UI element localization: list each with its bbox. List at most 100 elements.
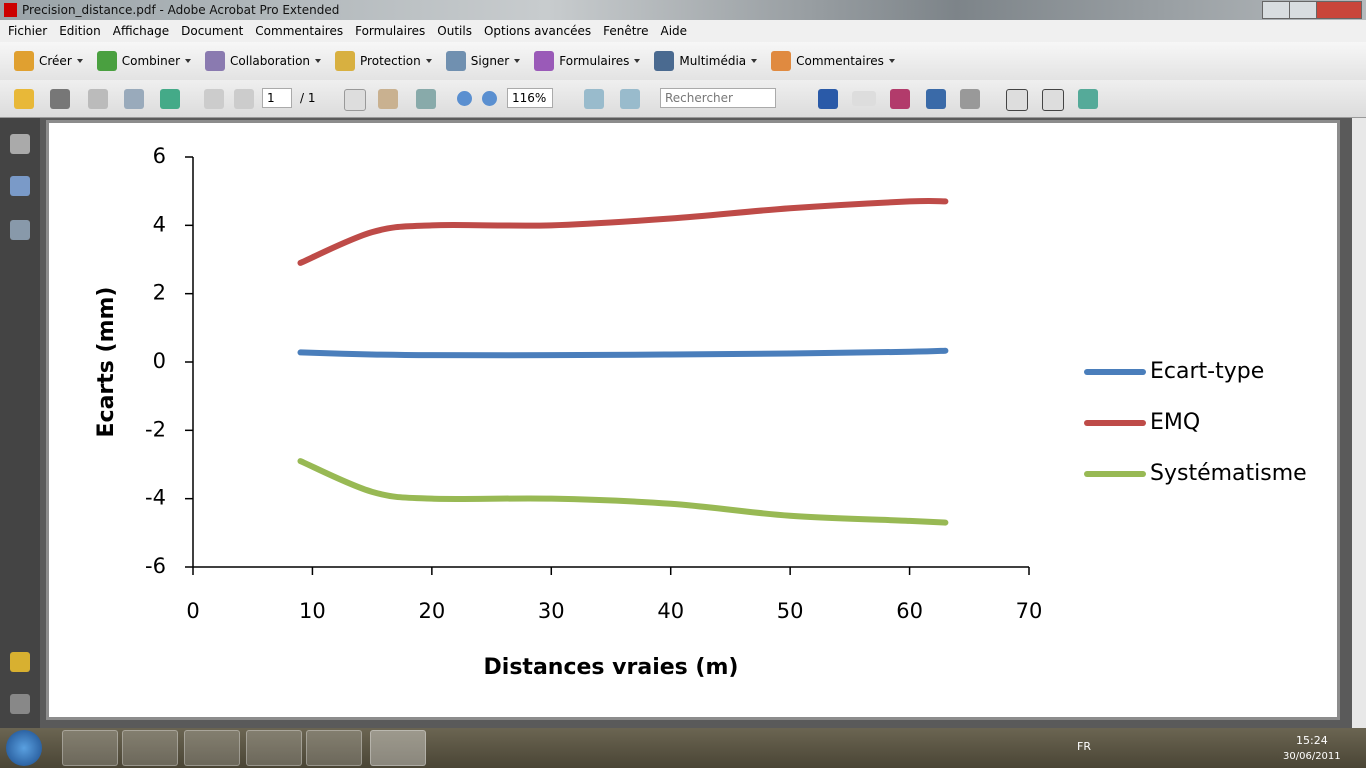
chrome-app[interactable] [184,730,240,766]
series-line [297,197,949,266]
y-tick-label: 2 [153,281,166,305]
toolbar-icon [96,51,117,71]
toolbar-icon [534,51,555,71]
menu-item[interactable]: Formulaires [355,24,426,38]
bookmarks-panel[interactable] [10,176,30,196]
number-tool[interactable] [1042,89,1064,111]
hand-tool[interactable] [378,89,398,109]
series-line [297,347,949,359]
dropdown-arrow [425,59,432,63]
zoom-in[interactable] [482,91,497,106]
menu-item[interactable]: Outils [437,24,472,38]
x-axis-title: Distances vraies (m) [484,655,739,680]
print-icon[interactable] [50,89,70,109]
pointer-tool[interactable] [818,89,838,109]
toolbar-button[interactable]: Combiner [96,51,192,71]
open-icon[interactable] [14,89,34,109]
menu-item[interactable]: Document [181,24,244,38]
signatures-panel[interactable] [10,220,30,240]
zoom-field[interactable]: 116% [507,88,553,108]
fit-page[interactable] [620,89,640,109]
toolbar-button[interactable]: Protection [335,51,432,71]
y-tick-label: 4 [153,212,166,236]
x-tick-label: 40 [657,599,684,623]
messenger-app[interactable] [246,730,302,766]
text-field-tool[interactable] [1006,89,1028,111]
x-tick-label: 20 [418,599,445,623]
toolbar-label: Multimédia [679,54,747,68]
x-tick-label: 60 [896,599,923,623]
toolbar-label: Signer [470,54,510,68]
fit-width[interactable] [584,89,604,109]
toolbar-button[interactable]: Signer [445,51,521,71]
legend-label: Ecart-type [1150,359,1264,384]
save-icon[interactable] [88,89,108,109]
page-field[interactable]: 1 [262,88,292,108]
menu-item[interactable]: Fenêtre [603,24,649,38]
menu-item[interactable]: Edition [59,24,101,38]
toolbar-button[interactable]: Collaboration [205,51,322,71]
toolbar-icon [445,51,466,71]
y-tick-label: 6 [153,144,166,168]
prev-page-icon[interactable] [204,89,224,109]
ok-button[interactable] [852,91,876,106]
x-tick-label: 50 [777,599,804,623]
explorer-app[interactable] [62,730,118,766]
toolbar-button[interactable]: Multimédia [654,51,758,71]
zoom-out[interactable] [457,91,472,106]
scrollbar[interactable] [1352,118,1366,728]
y-tick-label: -6 [145,554,166,578]
clock-time[interactable]: 15:24 [1296,734,1328,747]
series-line [297,458,949,526]
select-tool[interactable] [344,89,366,111]
menu-item[interactable]: Options avancées [483,24,592,38]
menu-item[interactable]: Aide [660,24,688,38]
menu-item[interactable]: Fichier [8,24,48,38]
email-icon[interactable] [124,89,144,109]
close-button[interactable] [1316,1,1362,19]
toolbar-label: Combiner [121,54,181,68]
x-tick-label: 70 [1016,599,1043,623]
edit-tool[interactable] [1078,89,1098,109]
menu-bar: Fichier Edition Affichage Document Commentai… [0,20,1366,42]
minimize-button[interactable] [1262,1,1290,19]
menu-item[interactable]: Affichage [112,24,170,38]
dropdown-arrow [76,59,83,63]
toolbar-label: Formulaires [559,54,630,68]
toolbar-label: Commentaires [796,54,884,68]
zoom-tool[interactable] [416,89,436,109]
attach-tool[interactable] [960,89,980,109]
language[interactable]: FR [1077,740,1091,753]
toolbar-button[interactable]: Créer [14,51,83,71]
upload-icon[interactable] [160,89,180,109]
toolbar-button[interactable]: Formulaires [534,51,641,71]
y-tick-label: -4 [145,486,166,510]
link-tool[interactable] [890,89,910,109]
toolbar-label: Créer [39,54,72,68]
pages-panel[interactable] [10,134,30,154]
toolbar-icon [205,51,226,71]
comments-panel[interactable] [10,652,30,672]
dropdown-arrow [751,59,758,63]
legend-label: Systématisme [1150,461,1307,486]
outlook-app[interactable] [122,730,178,766]
word-app[interactable] [306,730,362,766]
x-tick-label: 30 [538,599,565,623]
dropdown-arrow [888,59,895,63]
toolbar-icon [654,51,675,71]
crop-tool[interactable] [926,89,946,109]
toolbar-button[interactable]: Commentaires [771,51,895,71]
dropdown-arrow [185,59,192,63]
toolbar-label: Collaboration [230,54,311,68]
toolbar-icon [335,51,356,71]
acrobat-app[interactable] [370,730,426,766]
start-button[interactable] [6,730,42,766]
search-field[interactable]: Rechercher [660,88,776,108]
clock-date[interactable]: 30/06/2011 [1283,751,1341,762]
attachments-panel[interactable] [10,694,30,714]
next-page-icon[interactable] [234,89,254,109]
maximize-button[interactable] [1289,1,1317,19]
menu-item[interactable]: Commentaires [255,24,344,38]
